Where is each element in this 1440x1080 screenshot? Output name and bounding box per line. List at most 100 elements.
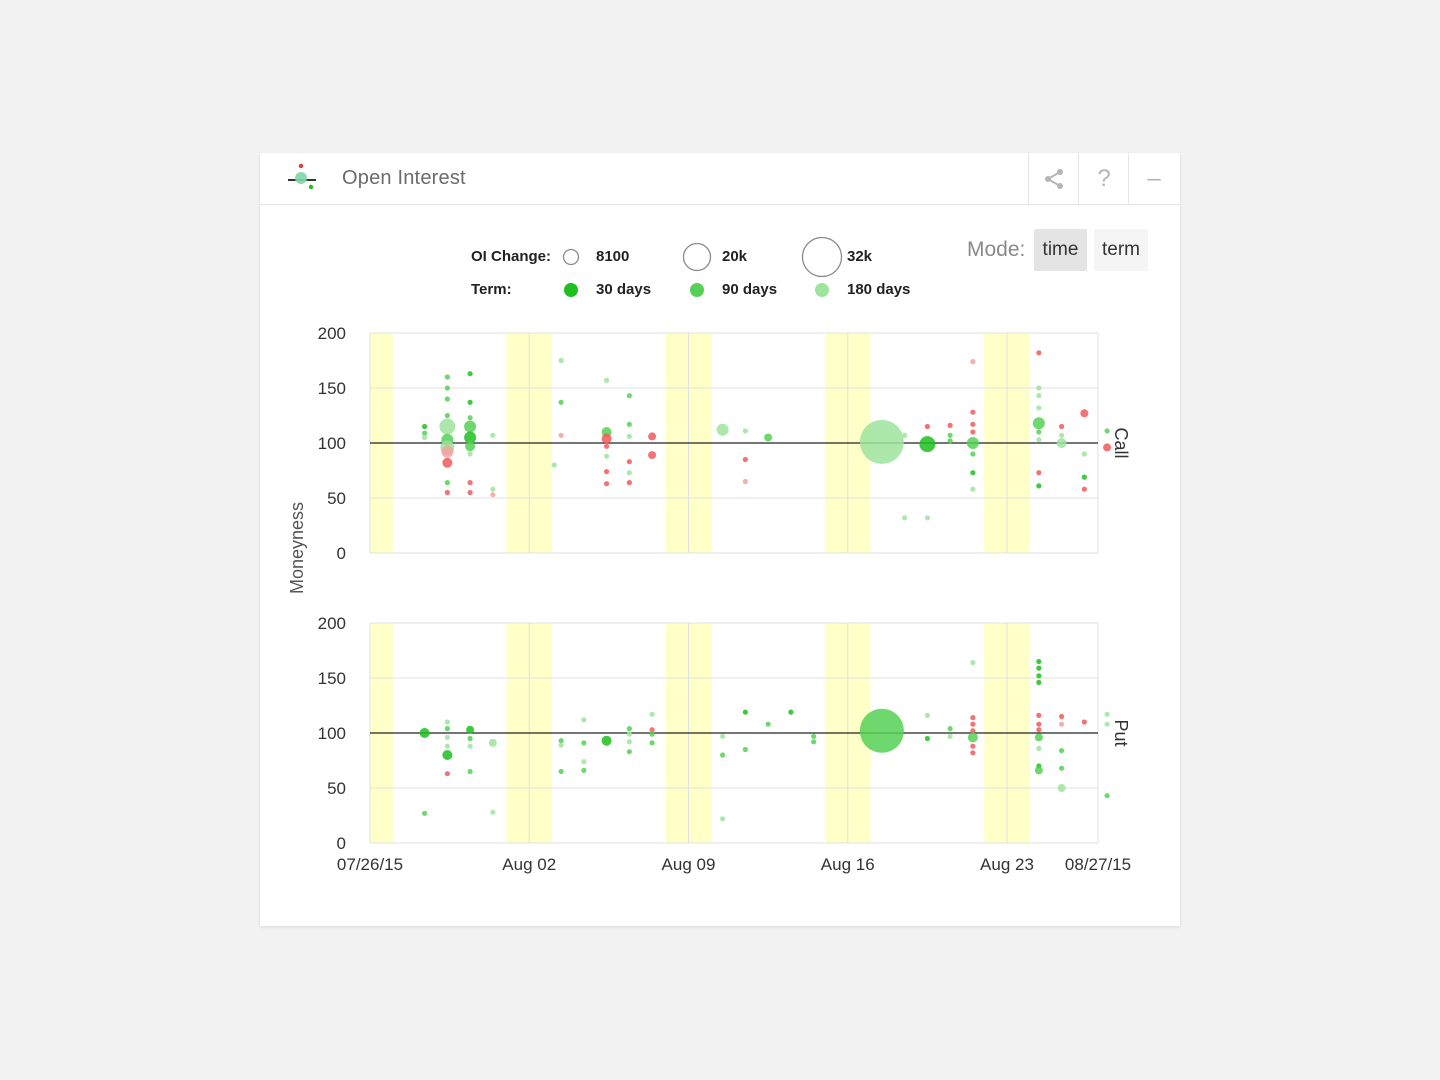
mode-term-button[interactable]: term xyxy=(1094,229,1148,271)
data-point[interactable] xyxy=(558,738,564,744)
data-point[interactable] xyxy=(970,359,976,365)
data-point[interactable] xyxy=(924,515,930,521)
data-point[interactable] xyxy=(1080,409,1089,418)
data-point[interactable] xyxy=(1036,712,1042,719)
data-point[interactable] xyxy=(467,489,473,496)
data-point[interactable] xyxy=(558,768,564,775)
data-point[interactable] xyxy=(970,721,976,727)
data-point[interactable] xyxy=(442,457,453,468)
data-point[interactable] xyxy=(764,433,773,442)
data-point[interactable] xyxy=(1036,405,1042,411)
data-point[interactable] xyxy=(581,740,587,746)
data-point[interactable] xyxy=(444,396,450,402)
data-point[interactable] xyxy=(924,712,930,719)
data-point[interactable] xyxy=(742,456,748,463)
data-point[interactable] xyxy=(1081,719,1087,725)
data-point[interactable] xyxy=(558,742,564,748)
data-point[interactable] xyxy=(604,453,610,459)
data-point[interactable] xyxy=(1059,721,1065,727)
data-point[interactable] xyxy=(604,481,610,487)
data-point[interactable] xyxy=(444,374,450,380)
data-point[interactable] xyxy=(422,423,428,430)
data-point[interactable] xyxy=(466,725,475,734)
data-point[interactable] xyxy=(788,709,794,715)
data-point[interactable] xyxy=(464,420,477,433)
data-point[interactable] xyxy=(1036,470,1042,476)
data-point[interactable] xyxy=(924,423,930,430)
data-point[interactable] xyxy=(648,432,657,441)
data-point[interactable] xyxy=(626,470,632,476)
data-point[interactable] xyxy=(970,728,976,734)
data-point[interactable] xyxy=(1059,423,1065,430)
data-point[interactable] xyxy=(919,436,936,453)
data-point[interactable] xyxy=(444,489,450,496)
minimize-button[interactable]: – xyxy=(1128,153,1179,204)
data-point[interactable] xyxy=(444,480,450,486)
data-point[interactable] xyxy=(558,399,564,405)
data-point[interactable] xyxy=(1104,793,1110,799)
data-point[interactable] xyxy=(1036,350,1042,356)
data-point[interactable] xyxy=(970,750,976,756)
data-point[interactable] xyxy=(444,412,450,419)
data-point[interactable] xyxy=(811,733,817,739)
data-point[interactable] xyxy=(581,767,587,774)
data-point[interactable] xyxy=(467,768,473,775)
data-point[interactable] xyxy=(441,445,454,458)
data-point[interactable] xyxy=(467,415,473,421)
data-point[interactable] xyxy=(742,478,748,485)
data-point[interactable] xyxy=(604,443,610,449)
data-point[interactable] xyxy=(439,418,456,435)
data-point[interactable] xyxy=(716,423,729,436)
data-point[interactable] xyxy=(648,451,657,460)
data-point[interactable] xyxy=(1036,385,1042,391)
data-point[interactable] xyxy=(442,750,453,760)
data-point[interactable] xyxy=(551,462,557,468)
data-point[interactable] xyxy=(1059,748,1065,754)
data-point[interactable] xyxy=(422,430,428,436)
data-point[interactable] xyxy=(811,739,817,745)
data-point[interactable] xyxy=(1036,437,1042,443)
data-point[interactable] xyxy=(649,740,655,746)
data-point[interactable] xyxy=(467,451,473,457)
data-point[interactable] xyxy=(626,393,632,399)
data-point[interactable] xyxy=(970,451,976,457)
data-point[interactable] xyxy=(1056,438,1067,448)
data-point[interactable] xyxy=(649,727,655,733)
data-point[interactable] xyxy=(626,480,632,486)
data-point[interactable] xyxy=(1036,665,1042,671)
data-point[interactable] xyxy=(742,746,748,753)
data-point[interactable] xyxy=(444,719,450,725)
data-point[interactable] xyxy=(626,726,632,732)
data-point[interactable] xyxy=(1036,679,1042,686)
mode-time-button[interactable]: time xyxy=(1034,229,1087,271)
data-point[interactable] xyxy=(558,357,564,364)
data-point[interactable] xyxy=(488,738,497,747)
data-point[interactable] xyxy=(444,743,450,749)
data-point[interactable] xyxy=(967,732,978,743)
data-point[interactable] xyxy=(604,469,610,475)
data-point[interactable] xyxy=(1036,483,1042,489)
data-point[interactable] xyxy=(1034,766,1043,775)
data-point[interactable] xyxy=(1032,417,1045,430)
data-point[interactable] xyxy=(947,432,953,438)
data-point[interactable] xyxy=(902,432,908,438)
data-point[interactable] xyxy=(626,739,632,745)
data-point[interactable] xyxy=(465,441,476,452)
data-point[interactable] xyxy=(970,429,976,435)
data-point[interactable] xyxy=(626,731,632,737)
data-point[interactable] xyxy=(966,437,979,449)
data-point[interactable] xyxy=(902,515,908,521)
data-point[interactable] xyxy=(626,433,632,439)
data-point[interactable] xyxy=(649,731,655,737)
data-point[interactable] xyxy=(467,399,473,405)
data-point[interactable] xyxy=(444,385,450,391)
data-point[interactable] xyxy=(467,371,473,377)
help-button[interactable]: ? xyxy=(1078,153,1129,204)
data-point[interactable] xyxy=(1036,658,1042,665)
data-point[interactable] xyxy=(947,438,953,444)
data-point[interactable] xyxy=(1081,486,1087,492)
data-point[interactable] xyxy=(1081,474,1087,480)
data-point[interactable] xyxy=(1059,713,1065,720)
data-point[interactable] xyxy=(604,377,610,383)
data-point[interactable] xyxy=(720,752,726,758)
